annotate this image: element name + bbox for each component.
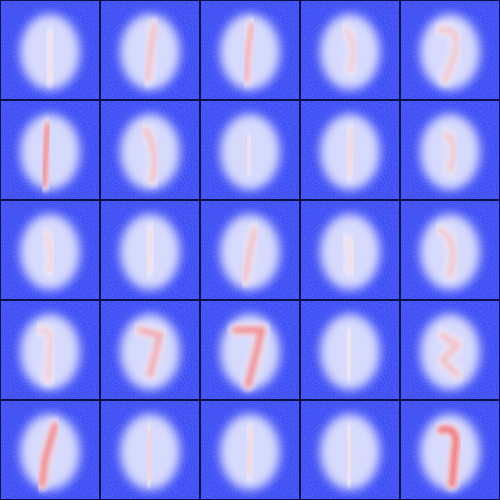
noise [401, 201, 499, 299]
noise [201, 301, 299, 399]
tile [200, 200, 300, 300]
noise [101, 101, 199, 199]
noise [1, 401, 99, 499]
noise [1, 1, 99, 99]
noise [301, 201, 399, 299]
tile [200, 400, 300, 500]
tile [200, 300, 300, 400]
tile [300, 400, 400, 500]
tile [400, 0, 500, 100]
tile [400, 100, 500, 200]
noise [201, 1, 299, 99]
tile [400, 200, 500, 300]
tile [100, 200, 200, 300]
noise [1, 301, 99, 399]
tile [400, 300, 500, 400]
tile [100, 0, 200, 100]
tile [200, 0, 300, 100]
tile [100, 400, 200, 500]
tile [100, 300, 200, 400]
tile [300, 300, 400, 400]
noise [101, 301, 199, 399]
noise [201, 201, 299, 299]
noise [401, 1, 499, 99]
tile [300, 100, 400, 200]
noise [401, 301, 499, 399]
noise [1, 201, 99, 299]
noise [201, 101, 299, 199]
tile [0, 300, 100, 400]
noise [101, 401, 199, 499]
tile [0, 400, 100, 500]
tile [0, 0, 100, 100]
tile [300, 200, 400, 300]
tile [400, 400, 500, 500]
tile [0, 200, 100, 300]
tile [0, 100, 100, 200]
noise [1, 101, 99, 199]
noise [201, 401, 299, 499]
noise [401, 401, 499, 499]
tile [300, 0, 400, 100]
noise [301, 1, 399, 99]
noise [401, 101, 499, 199]
tile [200, 100, 300, 200]
tile [100, 100, 200, 200]
noise [301, 101, 399, 199]
noise [301, 301, 399, 399]
noise [301, 401, 399, 499]
noise [101, 201, 199, 299]
noise [101, 1, 199, 99]
